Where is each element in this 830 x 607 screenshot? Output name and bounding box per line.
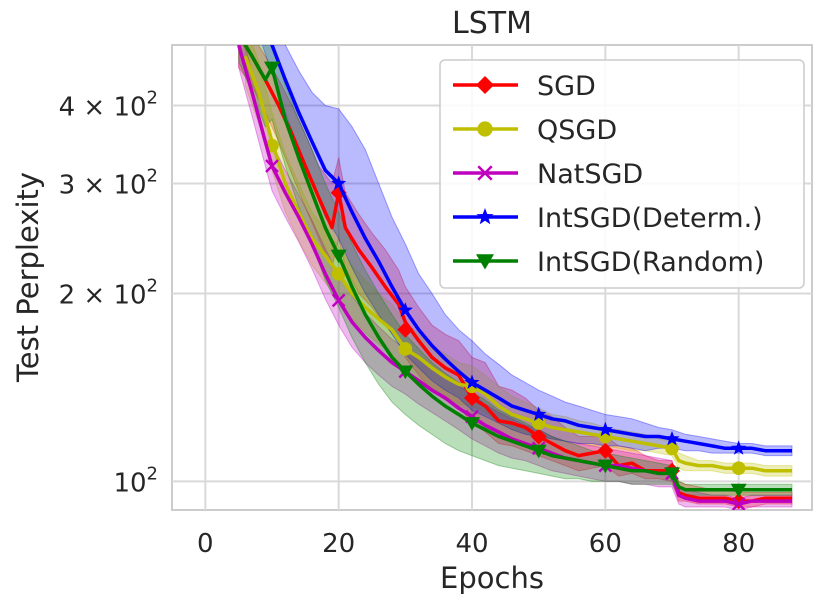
chart-title: LSTM: [452, 6, 532, 41]
marker-sgd: [397, 321, 414, 338]
y-tick-label: 3 × 102: [59, 166, 158, 201]
line-intsgd-random: [243, 45, 792, 492]
marker-intsgd-random: [464, 417, 480, 431]
marker-qsgd: [398, 342, 413, 356]
legend-label-qsgd: QSGD: [537, 115, 617, 146]
marker-natsgd: [731, 497, 746, 510]
marker-intsgd-random: [530, 444, 547, 459]
marker-intsgd-determ: [397, 302, 413, 317]
legend-marker-sgd: [476, 76, 494, 94]
legend-label-intsgd-determ: IntSGD(Determ.): [537, 203, 763, 234]
marker-intsgd-random: [330, 249, 347, 264]
legend-label-intsgd-random: IntSGD(Random): [537, 247, 764, 278]
x-tick-label: 0: [197, 529, 214, 559]
line-sgd: [243, 45, 792, 503]
marker-intsgd-determ: [731, 440, 747, 455]
marker-intsgd-determ: [531, 406, 547, 421]
line-natsgd: [237, 45, 792, 506]
legend-marker-natsgd: [477, 165, 493, 181]
series-lines: [237, 45, 792, 510]
legend-box: [439, 59, 805, 289]
x-tick-label: 20: [322, 529, 355, 559]
y-tick-label: 4 × 102: [59, 88, 158, 123]
marker-intsgd-random: [730, 483, 747, 498]
marker-sgd: [530, 428, 547, 445]
x-tick-label: 40: [455, 529, 488, 559]
legend-label-sgd: SGD: [537, 71, 596, 102]
y-axis-title: Test Perplexity: [11, 172, 45, 383]
marker-qsgd: [731, 461, 746, 475]
marker-intsgd-random: [264, 61, 280, 76]
x-tick-labels: 0 20 40 60 80: [197, 529, 755, 559]
y-tick-label: 2 × 102: [59, 275, 158, 310]
marker-intsgd-determ: [464, 374, 480, 390]
y-tick-labels: 102 2 × 102 3 × 102 4 × 102: [59, 88, 158, 499]
legend: SGD QSGD NatSGD IntSGD(Determ.) IntSGD(Rando…: [439, 59, 805, 289]
marker-natsgd: [331, 293, 346, 308]
marker-sgd: [464, 390, 480, 407]
marker-intsgd-random: [397, 365, 414, 380]
legend-marker-intsgd-random: [476, 254, 494, 270]
line-intsgd-determ: [270, 45, 792, 453]
band-intsgd-random: [238, 45, 793, 496]
marker-sgd: [730, 493, 747, 510]
marker-intsgd-determ: [664, 430, 680, 446]
x-axis-title: Epochs: [440, 561, 544, 595]
x-tick-label: 60: [589, 529, 622, 559]
y-tick-label: 102: [113, 463, 158, 498]
legend-label-natsgd: NatSGD: [537, 159, 643, 190]
marker-sgd: [597, 442, 614, 459]
marker-intsgd-determ: [597, 421, 613, 437]
marker-intsgd-random: [664, 467, 680, 482]
x-tick-label: 80: [722, 529, 755, 559]
band-intsgd-determ: [261, 45, 793, 457]
marker-natsgd: [265, 159, 279, 173]
legend-marker-qsgd: [477, 121, 493, 137]
marker-intsgd-random: [597, 459, 614, 474]
marker-intsgd-determ: [331, 175, 347, 190]
marker-qsgd: [531, 416, 546, 430]
marker-qsgd: [331, 267, 346, 281]
marker-qsgd: [665, 441, 679, 456]
legend-marker-intsgd-determ: [476, 208, 494, 225]
